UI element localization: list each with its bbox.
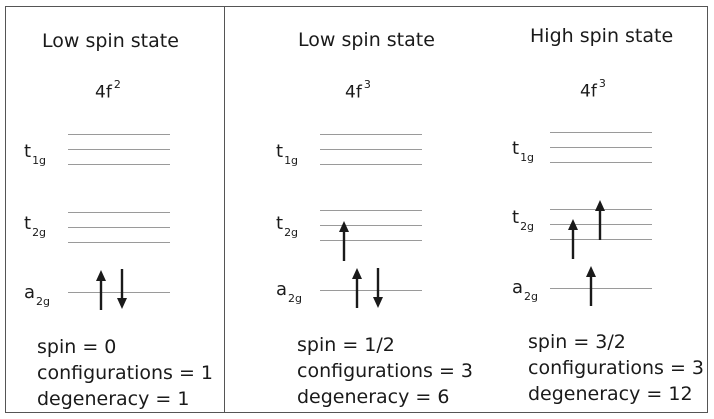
- level-symbol: t: [512, 207, 520, 228]
- level-symbol: a: [24, 282, 36, 303]
- level-label-t2g: t2g: [512, 207, 535, 233]
- spin-up-arrow: [352, 268, 362, 308]
- frame-border-right: [707, 6, 708, 413]
- panel-title: Low spin state: [298, 29, 435, 51]
- spin-down-arrow: [117, 269, 127, 309]
- level-label-t1g: t1g: [276, 141, 299, 167]
- level-symbol: t: [24, 213, 32, 234]
- orbital-line-t1g: [320, 149, 422, 150]
- spin-down-arrow: [373, 268, 383, 308]
- orbital-line-t1g: [68, 149, 170, 150]
- orbital-line-a2g: [320, 290, 422, 291]
- configuration-exponent: 3: [598, 77, 606, 90]
- orbital-line-t1g: [550, 162, 652, 163]
- level-label-a2g: a2g: [24, 282, 51, 308]
- level-subscript: 1g: [520, 150, 535, 164]
- spin-up-arrow: [339, 221, 349, 261]
- configuration-base: 4f: [95, 82, 112, 103]
- orbital-line-t1g: [68, 134, 170, 135]
- level-subscript: 2g: [284, 225, 299, 239]
- spin-value: spin = 1/2: [297, 334, 395, 356]
- level-subscript: 1g: [32, 153, 47, 167]
- orbital-line-t2g: [68, 242, 170, 243]
- frame-border-top: [5, 6, 708, 7]
- orbital-line-a2g: [68, 292, 170, 293]
- configuration-exponent: 3: [363, 78, 371, 91]
- level-symbol: t: [512, 138, 520, 159]
- configurations-value: configurations = 1: [37, 362, 214, 384]
- configurations-value: configurations = 3: [528, 357, 705, 379]
- degeneracy-value: degeneracy = 1: [37, 388, 190, 410]
- level-symbol: t: [24, 141, 32, 162]
- level-subscript: 2g: [32, 225, 47, 239]
- level-symbol: t: [276, 213, 284, 234]
- orbital-line-t2g: [320, 240, 422, 241]
- level-label-t2g: t2g: [24, 213, 47, 239]
- frame-border-bottom: [5, 412, 708, 413]
- orbital-line-t2g: [320, 225, 422, 226]
- spin-value: spin = 3/2: [528, 331, 626, 353]
- spin-up-arrow: [568, 219, 578, 259]
- electron-configuration: 4f 3: [580, 78, 606, 102]
- orbital-line-t1g: [550, 132, 652, 133]
- level-label-a2g: a2g: [276, 279, 303, 305]
- level-symbol: t: [276, 141, 284, 162]
- level-subscript: 2g: [520, 219, 535, 233]
- configuration-exponent: 2: [113, 78, 121, 91]
- level-symbol: a: [276, 279, 288, 300]
- orbital-line-t1g: [320, 164, 422, 165]
- level-subscript: 2g: [36, 294, 51, 308]
- degeneracy-value: degeneracy = 6: [297, 386, 450, 408]
- orbital-line-a2g: [550, 288, 652, 289]
- orbital-line-t1g: [68, 164, 170, 165]
- degeneracy-value: degeneracy = 12: [528, 383, 693, 405]
- orbital-line-t2g: [320, 210, 422, 211]
- panel-divider: [224, 6, 225, 413]
- spin-value: spin = 0: [37, 336, 117, 358]
- electron-configuration: 4f 2: [95, 79, 121, 103]
- orbital-line-t1g: [320, 134, 422, 135]
- orbital-line-t2g: [68, 227, 170, 228]
- panel-title: Low spin state: [42, 30, 179, 52]
- configuration-base: 4f: [345, 82, 362, 103]
- level-label-t1g: t1g: [512, 138, 535, 164]
- spin-up-arrow: [586, 266, 596, 306]
- spin-up-arrow: [595, 200, 605, 240]
- level-subscript: 2g: [524, 289, 539, 303]
- orbital-line-t2g: [68, 212, 170, 213]
- orbital-line-t1g: [550, 147, 652, 148]
- electron-configuration: 4f 3: [345, 79, 371, 103]
- level-subscript: 1g: [284, 153, 299, 167]
- configurations-value: configurations = 3: [297, 360, 474, 382]
- level-label-t2g: t2g: [276, 213, 299, 239]
- level-symbol: a: [512, 277, 524, 298]
- level-label-a2g: a2g: [512, 277, 539, 303]
- frame-border-left: [5, 6, 6, 413]
- panel-title: High spin state: [530, 25, 674, 47]
- configuration-base: 4f: [580, 81, 597, 102]
- level-subscript: 2g: [288, 291, 303, 305]
- level-label-t1g: t1g: [24, 141, 47, 167]
- spin-up-arrow: [96, 270, 106, 310]
